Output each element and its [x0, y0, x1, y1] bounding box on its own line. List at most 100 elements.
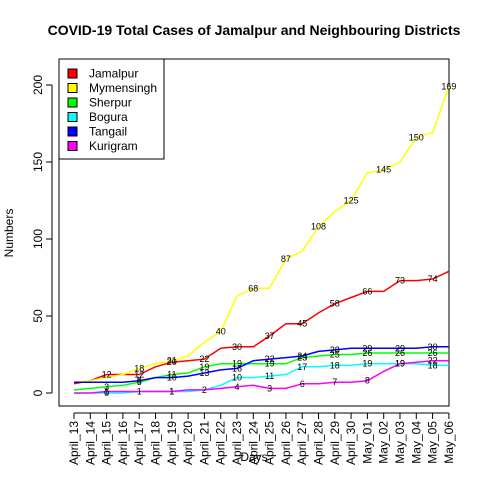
x-tick-label: April_16 — [116, 421, 130, 465]
x-tick-label: April_19 — [165, 421, 179, 465]
data-label: 11 — [167, 370, 176, 380]
data-label: 150 — [409, 132, 424, 142]
y-tick-label: 0 — [31, 389, 45, 396]
series-line-kurigram — [74, 359, 449, 394]
data-label: 19 — [265, 359, 275, 369]
x-tick-label: April_21 — [197, 421, 211, 465]
data-label: 1 — [169, 387, 174, 397]
data-label: 10 — [167, 373, 177, 383]
chart-title: COVID-19 Total Cases of Jamalpur and Nei… — [48, 22, 461, 38]
data-label: 18 — [330, 360, 340, 370]
data-label: 16 — [232, 363, 242, 373]
legend-swatch — [67, 126, 78, 137]
data-label: 28 — [330, 345, 340, 355]
y-tick-label: 50 — [31, 309, 45, 323]
data-label: 26 — [362, 348, 372, 358]
data-label: 24 — [297, 351, 307, 361]
data-label: 87 — [281, 254, 291, 264]
data-label: 125 — [344, 196, 359, 206]
data-label: 3 — [267, 383, 272, 393]
data-label: 19 — [395, 359, 405, 369]
y-axis-label: Numbers — [2, 209, 16, 258]
data-label: 7 — [332, 377, 337, 387]
legend-swatch — [67, 83, 78, 93]
legend-label: Mymensingh — [89, 81, 157, 95]
data-label: 4 — [234, 382, 239, 392]
data-label: 45 — [297, 319, 307, 329]
x-tick-label: April_15 — [100, 421, 114, 465]
data-label: 5 — [137, 377, 142, 387]
x-tick-label: April_27 — [295, 421, 309, 465]
data-label: 8 — [365, 376, 370, 386]
data-label: 18 — [134, 363, 144, 373]
x-tick-label: May_04 — [409, 421, 423, 464]
plot-frame — [58, 58, 450, 407]
data-label: 22 — [265, 354, 275, 364]
x-tick-label: April_20 — [181, 421, 195, 465]
data-label: 30 — [232, 342, 242, 352]
data-label: 3 — [104, 382, 109, 392]
x-axis: April_13 April_14 April_15 April_16 April_17… — [67, 412, 456, 465]
data-label: 20 — [167, 357, 177, 367]
data-label: 10 — [232, 373, 242, 383]
data-label: 2 — [202, 385, 207, 395]
data-label: 30 — [428, 342, 438, 352]
legend-label: Sherpur — [89, 96, 132, 110]
x-tick-label: April_23 — [230, 421, 244, 465]
data-label: 26 — [395, 348, 405, 358]
x-tick-label: May_02 — [377, 421, 391, 464]
data-label: 18 — [428, 360, 438, 370]
x-tick-label: April_17 — [132, 421, 146, 465]
data-label: 12 — [102, 370, 112, 380]
data-label: 25 — [330, 350, 340, 360]
x-tick-label: April_14 — [83, 421, 97, 465]
series-line-jamalpur — [73, 270, 450, 385]
x-tick-label: April_28 — [312, 421, 326, 465]
data-label: 6 — [300, 379, 305, 389]
data-label: 19 — [199, 362, 209, 372]
legend-label: Tangail — [89, 125, 127, 139]
x-tick-label: May_03 — [393, 421, 407, 464]
x-tick-label: April_26 — [279, 421, 293, 465]
data-label: 22 — [428, 356, 438, 366]
data-label: 17 — [297, 362, 307, 372]
series-lines — [73, 86, 450, 394]
data-label: 108 — [311, 222, 326, 232]
x-tick-label: April_25 — [263, 421, 277, 465]
data-label: 29 — [362, 343, 372, 353]
data-label: 21 — [167, 356, 177, 366]
y-tick-label: 200 — [31, 75, 45, 95]
data-label: 66 — [362, 286, 372, 296]
data-label: 13 — [199, 368, 209, 378]
legend-swatch — [67, 97, 78, 108]
data-label: 26 — [428, 348, 438, 358]
data-label: 73 — [395, 276, 405, 286]
data-label: 23 — [297, 353, 307, 363]
x-tick-label: April_18 — [149, 421, 163, 465]
legend-swatch — [67, 141, 78, 151]
data-label: 12 — [134, 370, 144, 380]
data-label: 1 — [169, 387, 174, 397]
x-tick-label: April_30 — [344, 421, 358, 465]
x-tick-label: May_01 — [360, 421, 374, 464]
data-label: 37 — [265, 331, 275, 341]
data-label: 19 — [232, 359, 242, 369]
y-tick-label: 100 — [31, 229, 45, 249]
legend-label: Bogura — [89, 110, 128, 124]
data-label: 1 — [104, 387, 109, 397]
legend: JamalpurMymensinghSherpurBoguraTangailKu… — [58, 58, 165, 160]
data-label: 22 — [199, 354, 209, 364]
legend-label: Kurigram — [89, 139, 138, 153]
data-label: 1 — [137, 387, 142, 397]
x-tick-label: April_22 — [214, 421, 228, 465]
y-tick-label: 150 — [31, 152, 45, 172]
data-label: 68 — [248, 283, 258, 293]
x-tick-label: April_29 — [328, 421, 342, 465]
series-line-mymensingh — [73, 86, 450, 383]
data-label: 19 — [395, 359, 405, 369]
data-label: 19 — [362, 359, 372, 369]
data-label: 29 — [395, 343, 405, 353]
data-label: 169 — [441, 82, 456, 92]
